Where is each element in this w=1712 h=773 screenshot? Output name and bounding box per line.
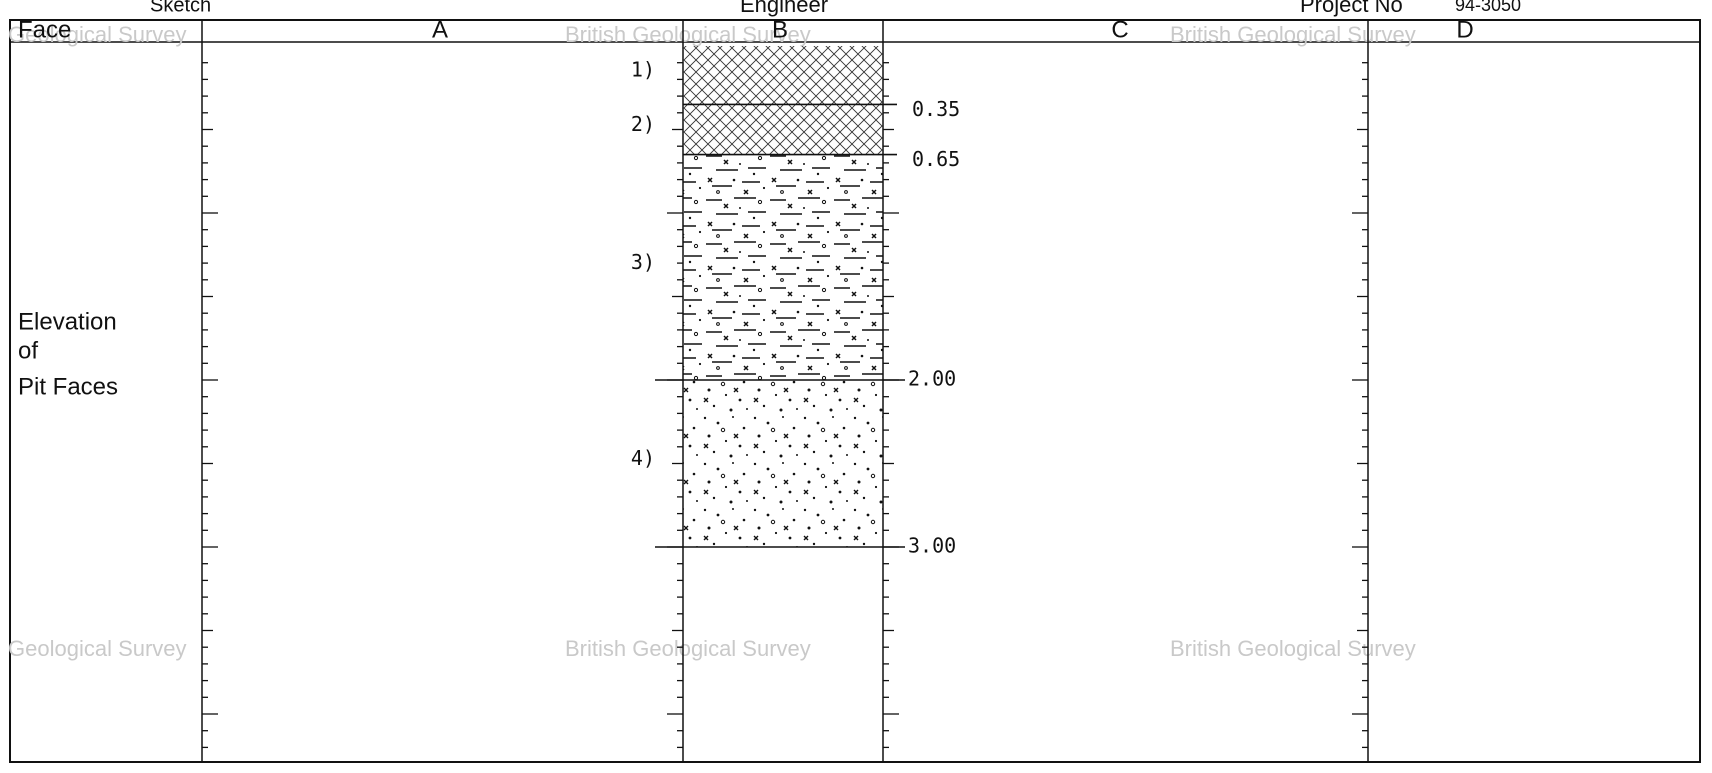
- depth-label: 0.65: [912, 147, 960, 171]
- side-label: Pit Faces: [18, 373, 118, 400]
- top-label: Project No: [1300, 0, 1403, 17]
- layer: [683, 104, 883, 155]
- top-label: 94-3050: [1455, 0, 1521, 15]
- watermark: British Geological Survey: [1170, 22, 1416, 47]
- layer-label: 1): [631, 58, 655, 82]
- borehole-log: 1) 2) 3) 4) 0.35 0.65 2.00 3.00: [631, 46, 960, 558]
- layer: [683, 380, 883, 547]
- side-label: of: [18, 337, 38, 364]
- layer-label: 2): [631, 112, 655, 136]
- watermarks: Geological Survey British Geological Surv…: [8, 22, 1416, 661]
- top-label: Sketch: [150, 0, 211, 16]
- depth-label: 3.00: [908, 534, 956, 558]
- top-label: Engineer: [740, 0, 828, 17]
- layer: [683, 154, 883, 380]
- watermark: Geological Survey: [8, 22, 187, 47]
- watermark: British Geological Survey: [1170, 636, 1416, 661]
- depth-label: 2.00: [908, 367, 956, 391]
- top-labels: Sketch Engineer Project No 94-3050: [150, 0, 1521, 17]
- watermark: Geological Survey: [8, 636, 187, 661]
- side-label: Elevation: [18, 308, 117, 335]
- layer: [683, 46, 883, 105]
- column-header: B: [772, 16, 788, 43]
- depth-label: 0.35: [912, 97, 960, 121]
- watermark: British Geological Survey: [565, 636, 811, 661]
- column-header: D: [1456, 16, 1473, 43]
- layer-label: 4): [631, 446, 655, 470]
- column-header: Face: [18, 16, 71, 43]
- frame: [9, 19, 1701, 763]
- column-header: C: [1111, 16, 1128, 43]
- layer-label: 3): [631, 250, 655, 274]
- watermark: British Geological Survey: [565, 22, 811, 47]
- column-header: A: [432, 16, 448, 43]
